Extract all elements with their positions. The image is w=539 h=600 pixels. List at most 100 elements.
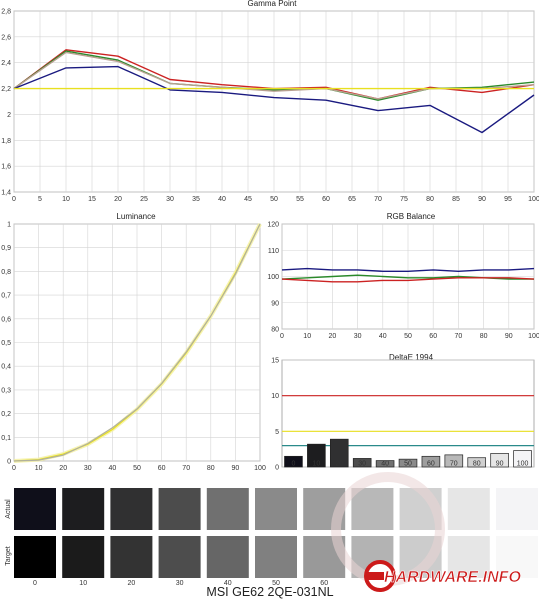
gamma-x-tick-label: 20 — [114, 196, 122, 203]
swatch-label: 0 — [33, 580, 37, 587]
luminance-y-tick-label: 1 — [7, 222, 11, 229]
luminance-x-tick-label: 30 — [84, 465, 92, 472]
swatch-actual-0 — [14, 488, 56, 530]
swatch-actual-1 — [62, 488, 105, 530]
gamma-series-4-line — [13, 65, 535, 134]
deltae-category-label: 60 — [427, 461, 435, 468]
rgb-balance-title: RGB Balance — [387, 212, 436, 221]
deltae-category-label: 70 — [450, 461, 458, 468]
swatch-target-9 — [447, 536, 490, 578]
gamma-x-tick-label: 40 — [218, 196, 226, 203]
rgb-balance-x-tick-label: 40 — [379, 333, 387, 340]
luminance-y-tick-label: 0,5 — [1, 340, 11, 347]
gamma-x-tick-label: 10 — [62, 196, 70, 203]
deltae-1994-chart: DeltaE 1994 0 5 10 15 0 10 20 30 40 50 60 70 80 90 100 — [271, 353, 535, 472]
rgb-balance-x-tick-label: 60 — [429, 333, 437, 340]
deltae-y-tick-label: 5 — [275, 429, 279, 436]
gamma-y-tick-label: 2,4 — [1, 60, 11, 67]
deltae-category-label: 20 — [335, 461, 343, 468]
luminance-title: Luminance — [116, 212, 156, 221]
rgb-balance-x-tick-label: 30 — [354, 333, 362, 340]
luminance-x-tick-label: 10 — [35, 465, 43, 472]
luminance-y-tick-label: 0 — [7, 459, 11, 466]
gamma-x-tick-label: 75 — [400, 196, 408, 203]
gamma-y-tick-label: 1,4 — [1, 190, 11, 197]
luminance-x-tick-label: 60 — [158, 465, 166, 472]
luminance-y-tick-label: 0,8 — [1, 269, 11, 276]
gamma-point-title: Gamma Point — [248, 0, 298, 8]
rgb-balance-x-tick-label: 90 — [505, 333, 513, 340]
deltae-y-tick-label: 10 — [271, 393, 279, 400]
deltae-bar-70 — [444, 454, 464, 468]
swatch-target-4 — [206, 536, 249, 578]
rgb-balance-series-3-line — [281, 277, 535, 283]
deltae-category-label: 80 — [473, 461, 481, 468]
gamma-x-tick-label: 5 — [38, 196, 42, 203]
deltae-bar-20 — [329, 438, 349, 468]
gamma-x-tick-label: 65 — [348, 196, 356, 203]
swatch-label: 50 — [272, 580, 280, 587]
gamma-y-tick-label: 2,6 — [1, 34, 11, 41]
gamma-x-tick-label: 15 — [88, 196, 96, 203]
luminance-y-tick-label: 0,1 — [1, 435, 11, 442]
luminance-x-tick-label: 20 — [59, 465, 67, 472]
gamma-x-tick-label: 70 — [374, 196, 382, 203]
deltae-bar-10 — [307, 443, 326, 468]
rgb-balance-series-1-line — [281, 267, 535, 272]
deltae-category-label: 50 — [404, 461, 412, 468]
luminance-x-tick-label: 90 — [232, 465, 240, 472]
hardware-info-logo: HARDWARE.INFO — [331, 472, 522, 592]
deltae-category-label: 100 — [517, 461, 529, 468]
swatch-actual-9 — [447, 488, 490, 530]
gamma-x-tick-label: 25 — [140, 196, 148, 203]
rgb-balance-y-tick-label: 120 — [267, 222, 279, 229]
swatch-target-2 — [110, 536, 153, 578]
swatch-actual-4 — [206, 488, 249, 530]
deltae-bar-50 — [398, 458, 418, 468]
luminance-x-tick-label: 50 — [133, 465, 141, 472]
swatch-row-label-target: Target — [5, 546, 12, 566]
swatch-actual-7 — [351, 488, 394, 530]
gamma-x-tick-label: 0 — [12, 196, 16, 203]
gamma-x-tick-label: 55 — [296, 196, 304, 203]
gamma-x-tick-label: 35 — [192, 196, 200, 203]
deltae-bar-100 — [513, 450, 532, 468]
gamma-y-tick-label: 2,8 — [1, 9, 11, 16]
grey-swatches: Actual Target 0 10 20 30 40 50 60 — [5, 488, 538, 587]
swatch-actual-3 — [158, 488, 201, 530]
swatch-label: 30 — [176, 580, 184, 587]
deltae-bar-40 — [375, 460, 395, 468]
swatch-label: 40 — [224, 580, 232, 587]
swatch-actual-2 — [110, 488, 153, 530]
rgb-balance-x-tick-label: 100 — [528, 333, 539, 340]
rgb-balance-y-tick-label: 110 — [268, 248, 279, 255]
swatch-target-10 — [496, 536, 538, 578]
deltae-bar-60 — [421, 455, 441, 468]
swatch-target-0 — [14, 536, 56, 578]
luminance-y-tick-label: 0,9 — [1, 245, 11, 252]
swatch-target-3 — [158, 536, 201, 578]
deltae-bar-30 — [352, 458, 372, 468]
gamma-y-tick-label: 2,2 — [1, 86, 11, 93]
deltae-bar-80 — [467, 457, 487, 468]
deltae-category-label: 40 — [381, 461, 389, 468]
gamma-point-chart: Gamma Point 1,4 1,6 1,8 2 2,2 2,4 2,6 2,8 0 5 10 15… — [1, 0, 539, 203]
luminance-y-tick-label: 0,6 — [1, 316, 11, 323]
gamma-x-tick-label: 95 — [504, 196, 512, 203]
luminance-y-tick-label: 0,4 — [1, 364, 11, 371]
deltae-y-tick-label: 15 — [271, 358, 279, 365]
swatch-target-5 — [255, 536, 297, 578]
luminance-x-tick-label: 0 — [12, 465, 16, 472]
luminance-x-tick-label: 70 — [182, 465, 190, 472]
rgb-balance-x-tick-label: 50 — [404, 333, 412, 340]
gamma-y-tick-label: 2 — [7, 112, 11, 119]
deltae-category-label: 30 — [358, 461, 366, 468]
luminance-y-tick-label: 0,3 — [1, 387, 11, 394]
luminance-y-tick-label: 0,7 — [1, 293, 11, 300]
luminance-x-tick-label: 100 — [254, 465, 266, 472]
gamma-x-tick-label: 45 — [244, 196, 252, 203]
gamma-y-tick-label: 1,8 — [1, 138, 11, 145]
rgb-balance-x-tick-label: 0 — [280, 333, 284, 340]
logo-text: HARDWARE.INFO — [384, 569, 521, 586]
deltae-bar-0 — [284, 455, 303, 468]
